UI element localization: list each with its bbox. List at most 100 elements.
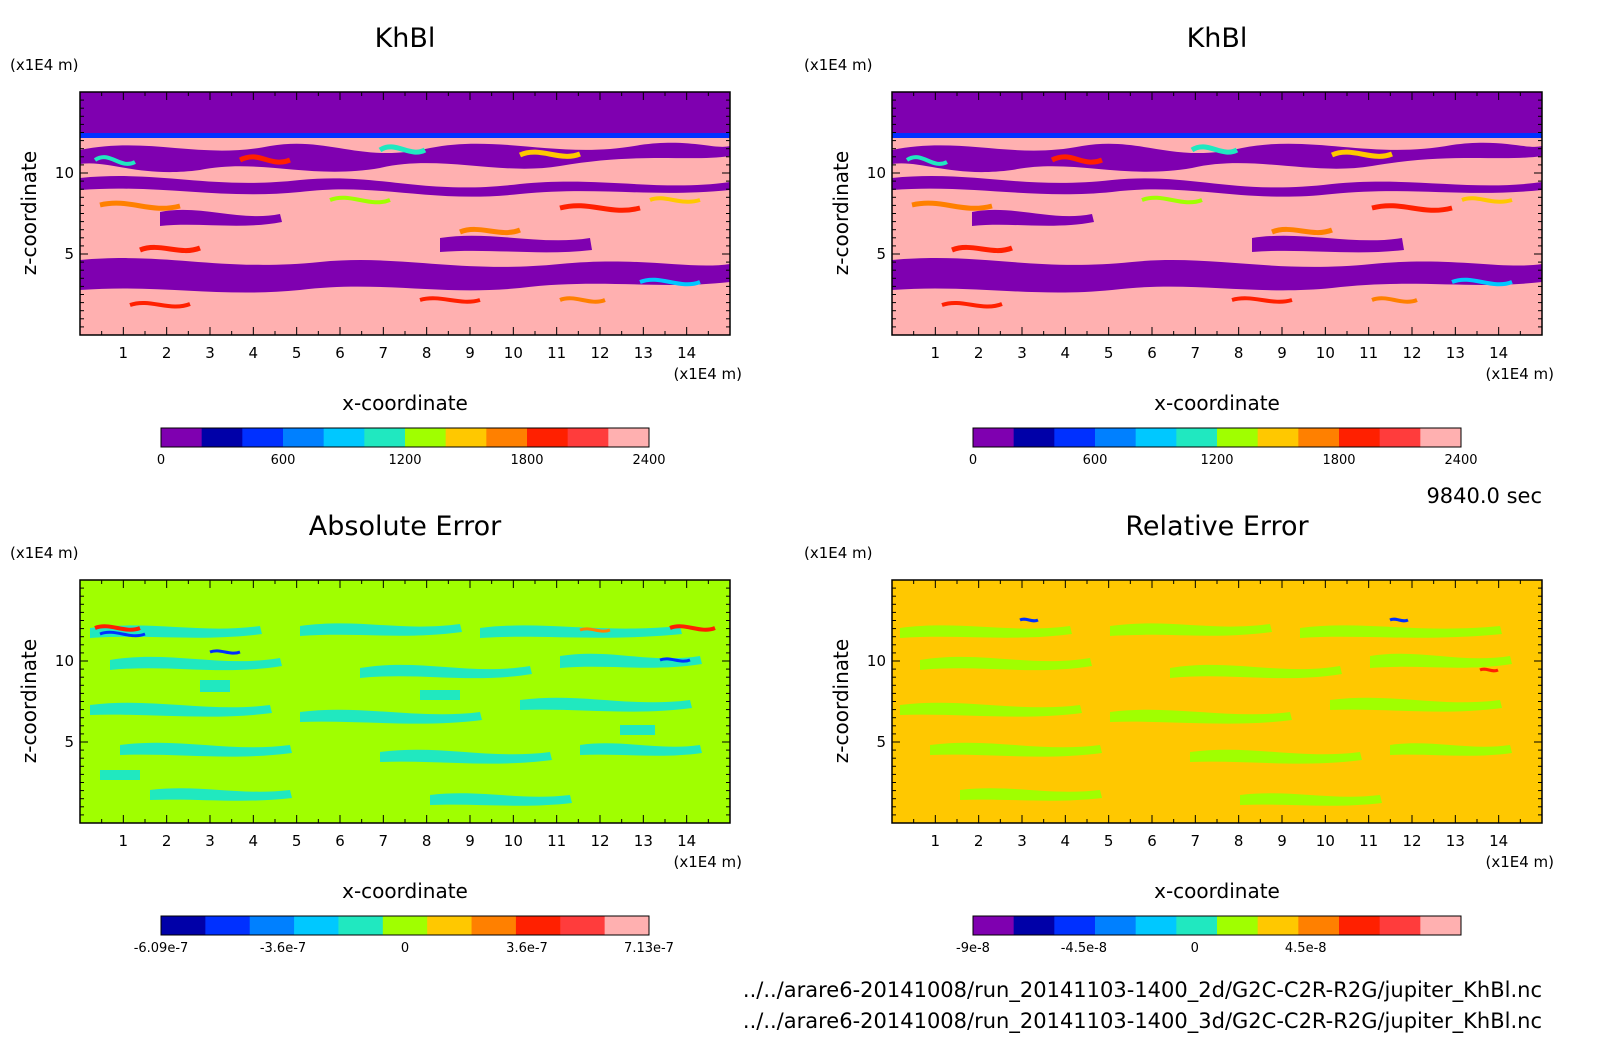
x-tick-label: 12 [590,344,609,362]
colorbar-swatch [201,428,243,447]
x-tick-label: 7 [379,832,389,850]
colorbar-swatch [445,428,487,447]
colorbar-swatch [323,428,365,447]
x-tick-label: 5 [1104,344,1114,362]
x-tick-label: 14 [677,832,696,850]
x-tick-label: 4 [1061,832,1071,850]
y-tick-label: 5 [64,245,74,263]
colorbar-label: 0 [157,453,165,468]
panel-title: KhBl [375,23,436,54]
x-tick-label: 14 [677,344,696,362]
x-tick-label: 10 [1316,832,1335,850]
colorbar-swatch [283,428,325,447]
colorbar-swatch [515,916,561,935]
x-tick-label: 12 [590,832,609,850]
x-tick-label: 11 [1359,344,1378,362]
panel-khbl-left: KhBl (x1E4 m) z-coordinate [10,23,742,468]
colorbar-label: 0 [969,453,977,468]
x-tick-label: 1 [931,832,941,850]
colorbar-label: 7.13e-7 [624,941,674,956]
colorbar-swatch [567,428,609,447]
colorbar-swatch [1135,428,1177,447]
heatmap-field [892,92,1542,335]
y-axis-label: z-coordinate [829,639,853,763]
colorbar-swatch [1176,428,1218,447]
colorbar: -9e-8 -4.5e-8 0 4.5e-8 [956,915,1462,956]
colorbar: 0 600 1200 1800 2400 [969,427,1478,468]
colorbar-swatch [1176,916,1218,935]
x-tick-label: 10 [504,344,523,362]
x-tick-label: 10 [1316,344,1335,362]
x-axis-label: x-coordinate [342,879,468,903]
colorbar-frame [972,915,1462,936]
x-tick-label: 10 [504,832,523,850]
colorbar-label: 4.5e-8 [1285,941,1327,956]
colorbar-label: 1800 [510,453,543,468]
x-tick-label: 5 [292,832,302,850]
colorbar-swatch [1013,428,1055,447]
panel-relative-error: Relative Error (x1E4 m) z-coordinate [804,511,1554,956]
heatmap-field [80,580,730,823]
x-tick-label: 3 [205,344,215,362]
y-tick-labels: 5 10 [867,652,886,751]
x-tick-label: 3 [1017,832,1027,850]
x-tick-label: 12 [1402,344,1421,362]
colorbar-swatch [161,428,203,447]
x-tick-label: 6 [1147,832,1157,850]
y-axis-label: z-coordinate [829,151,853,275]
file-path-1: ../../arare6-20141008/run_20141103-1400_… [743,978,1542,1003]
x-unit-label: (x1E4 m) [1485,365,1554,383]
colorbar-swatch [1298,916,1340,935]
colorbar-swatch [294,916,339,935]
colorbar-swatch [338,916,384,935]
colorbar-label: 2400 [632,453,665,468]
y-tick-label: 10 [867,164,886,182]
colorbar-label: 600 [1083,453,1108,468]
x-tick-label: 12 [1402,832,1421,850]
colorbar-swatch [205,916,251,935]
panel-title: Relative Error [1125,511,1309,542]
x-tick-label: 4 [249,344,259,362]
colorbar-label: 1800 [1322,453,1355,468]
y-unit-label: (x1E4 m) [10,544,79,562]
colorbar-swatch [604,916,650,935]
colorbar-swatch [1217,428,1259,447]
colorbar-swatch [1298,428,1340,447]
heatmap-field [892,580,1542,823]
colorbar-swatch [1054,428,1096,447]
colorbar-label: 3.6e-7 [506,941,548,956]
colorbar-swatch [1135,916,1177,935]
y-tick-label: 5 [64,733,74,751]
x-tick-label: 9 [1277,344,1287,362]
colorbar-swatch [1420,916,1462,935]
colorbar-label: -4.5e-8 [1061,941,1107,956]
x-tick-label: 1 [931,344,941,362]
colorbar-swatch [1013,916,1055,935]
x-tick-labels: 1 2 3 4 5 6 7 8 9 10 11 12 13 14 [931,832,1509,850]
colorbar-swatch [471,916,517,935]
colorbar-frame [160,915,650,936]
y-tick-label: 5 [876,733,886,751]
x-tick-labels: 1 2 3 4 5 6 7 8 9 10 11 12 13 14 [119,832,697,850]
panel-absolute-error: Absolute Error (x1E4 m) z-coordinate [10,511,742,956]
colorbar-swatch [973,428,1015,447]
x-tick-label: 3 [205,832,215,850]
x-tick-label: 13 [634,344,653,362]
colorbar-label: 0 [1191,941,1199,956]
file-path-2: ../../arare6-20141008/run_20141103-1400_… [743,1009,1542,1034]
tick-marks [80,92,730,335]
heatmap-field [80,92,730,335]
x-tick-labels: 1 2 3 4 5 6 7 8 9 10 11 12 13 14 [931,344,1509,362]
x-tick-label: 13 [634,832,653,850]
x-tick-label: 4 [249,832,259,850]
colorbar-swatch [608,428,650,447]
colorbar-swatch [1379,428,1421,447]
time-label: 9840.0 sec [1426,484,1542,508]
x-tick-labels: 1 2 3 4 5 6 7 8 9 10 11 12 13 14 [119,344,697,362]
x-tick-label: 11 [547,832,566,850]
x-tick-label: 8 [422,344,432,362]
colorbar: 0 600 1200 1800 2400 [157,427,666,468]
colorbar-swatch [1095,428,1137,447]
x-tick-label: 3 [1017,344,1027,362]
colorbar-frame [972,427,1462,448]
